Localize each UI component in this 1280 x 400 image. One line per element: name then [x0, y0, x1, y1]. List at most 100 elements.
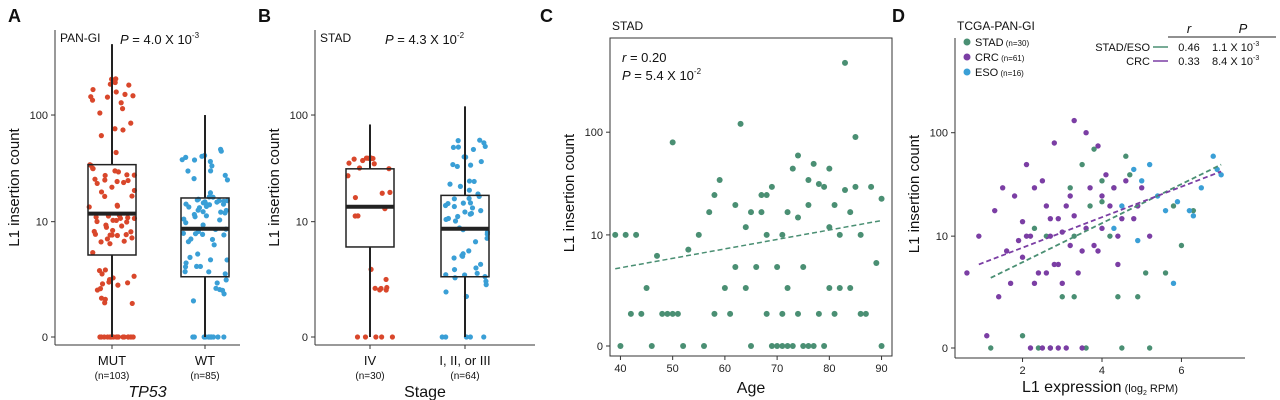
data-point [191, 157, 198, 163]
data-point [104, 236, 110, 242]
data-point-crc [1107, 203, 1113, 209]
panel-letter: D [892, 6, 905, 26]
data-point [181, 216, 187, 222]
data-point [214, 280, 220, 286]
data-point [124, 172, 130, 178]
data-point-stad [1170, 203, 1177, 209]
data-point-stad [1099, 178, 1105, 184]
data-point [106, 276, 113, 283]
x-tick-label: I, II, or III [439, 353, 490, 368]
data-point [466, 195, 472, 202]
data-point-crc [1007, 280, 1014, 287]
data-point [182, 264, 189, 270]
data-point-crc [1131, 215, 1137, 222]
data-point-crc [1047, 215, 1054, 222]
data-point [222, 172, 228, 178]
data-point-crc [1063, 345, 1069, 351]
data-point [455, 137, 461, 144]
p-value-text: = 4.3 X 10 [394, 32, 457, 47]
data-point [372, 285, 378, 291]
data-point [452, 218, 459, 224]
p-value-label: P = 5.4 X 10-2 [622, 67, 702, 83]
data-point [763, 231, 770, 238]
data-point [97, 110, 103, 116]
data-point [472, 239, 479, 245]
data-point-crc [1055, 261, 1061, 268]
data-point [224, 177, 231, 183]
p-value-exponent: -2 [694, 67, 702, 76]
data-point [90, 250, 96, 256]
data-point [131, 273, 137, 279]
trend-line [615, 219, 882, 270]
data-point [209, 236, 216, 243]
data-point-crc [1051, 261, 1058, 268]
data-point [466, 178, 473, 184]
data-point [128, 120, 134, 126]
stats-r-value: 0.46 [1178, 42, 1199, 54]
data-point [810, 343, 817, 349]
data-point [115, 169, 122, 175]
data-point [478, 208, 484, 214]
data-point [460, 251, 466, 257]
data-point [185, 168, 191, 174]
data-point [124, 280, 131, 286]
y-axis-label: L1 insertion count [266, 127, 283, 246]
data-point-eso [1135, 237, 1141, 244]
data-point-crc [1043, 203, 1050, 209]
data-point-eso [1146, 161, 1153, 168]
data-point [831, 310, 838, 317]
stats-header-p: P [1239, 21, 1248, 36]
data-point [467, 211, 473, 217]
data-point [826, 165, 833, 172]
data-point [732, 201, 739, 208]
data-point [383, 287, 389, 293]
x-axis-label: TP53 [128, 384, 166, 400]
data-point [122, 91, 128, 97]
data-point-crc [1059, 280, 1065, 287]
data-point [852, 183, 859, 190]
y-tick-label: 100 [290, 110, 308, 122]
data-point [377, 287, 383, 293]
data-point [455, 213, 461, 220]
data-point [763, 192, 770, 199]
data-point-crc [964, 270, 970, 276]
data-point-crc [1063, 203, 1069, 209]
data-point [121, 238, 127, 244]
data-point [207, 190, 214, 196]
stats-header-r: r [1187, 21, 1192, 36]
p-value-exponent: -3 [192, 31, 200, 40]
data-point [102, 267, 108, 273]
data-point-crc [1023, 233, 1030, 239]
data-point [826, 284, 833, 291]
x-tick-label: 40 [614, 363, 626, 375]
data-point [711, 310, 718, 317]
data-point [460, 200, 466, 206]
data-point-crc [999, 185, 1006, 191]
data-point-eso [1162, 207, 1169, 214]
r-symbol: r [622, 50, 627, 65]
data-point [779, 310, 786, 317]
data-point-crc [976, 233, 982, 239]
legend-marker [963, 38, 971, 46]
x-tick-label: 60 [719, 363, 731, 375]
x-tick-label: WT [195, 353, 215, 368]
y-axis-label: L1 insertion count [906, 134, 923, 253]
data-point [186, 204, 192, 210]
data-point [121, 179, 127, 186]
data-point-eso [1218, 172, 1224, 178]
data-point-stad [1019, 333, 1026, 339]
data-point [129, 193, 135, 199]
data-point [112, 126, 118, 132]
data-point [383, 276, 389, 283]
x-tick-label: 4 [1099, 365, 1105, 377]
data-point-crc [1027, 233, 1034, 239]
data-point-crc [1095, 248, 1101, 254]
data-point [451, 196, 457, 202]
data-point [470, 146, 477, 153]
data-point [706, 209, 713, 216]
p-value-label: P = 4.0 X 10-3 [120, 31, 200, 47]
data-point [204, 202, 210, 208]
data-point-crc [1123, 178, 1129, 184]
data-point-crc [1067, 242, 1073, 249]
data-point [748, 209, 754, 216]
